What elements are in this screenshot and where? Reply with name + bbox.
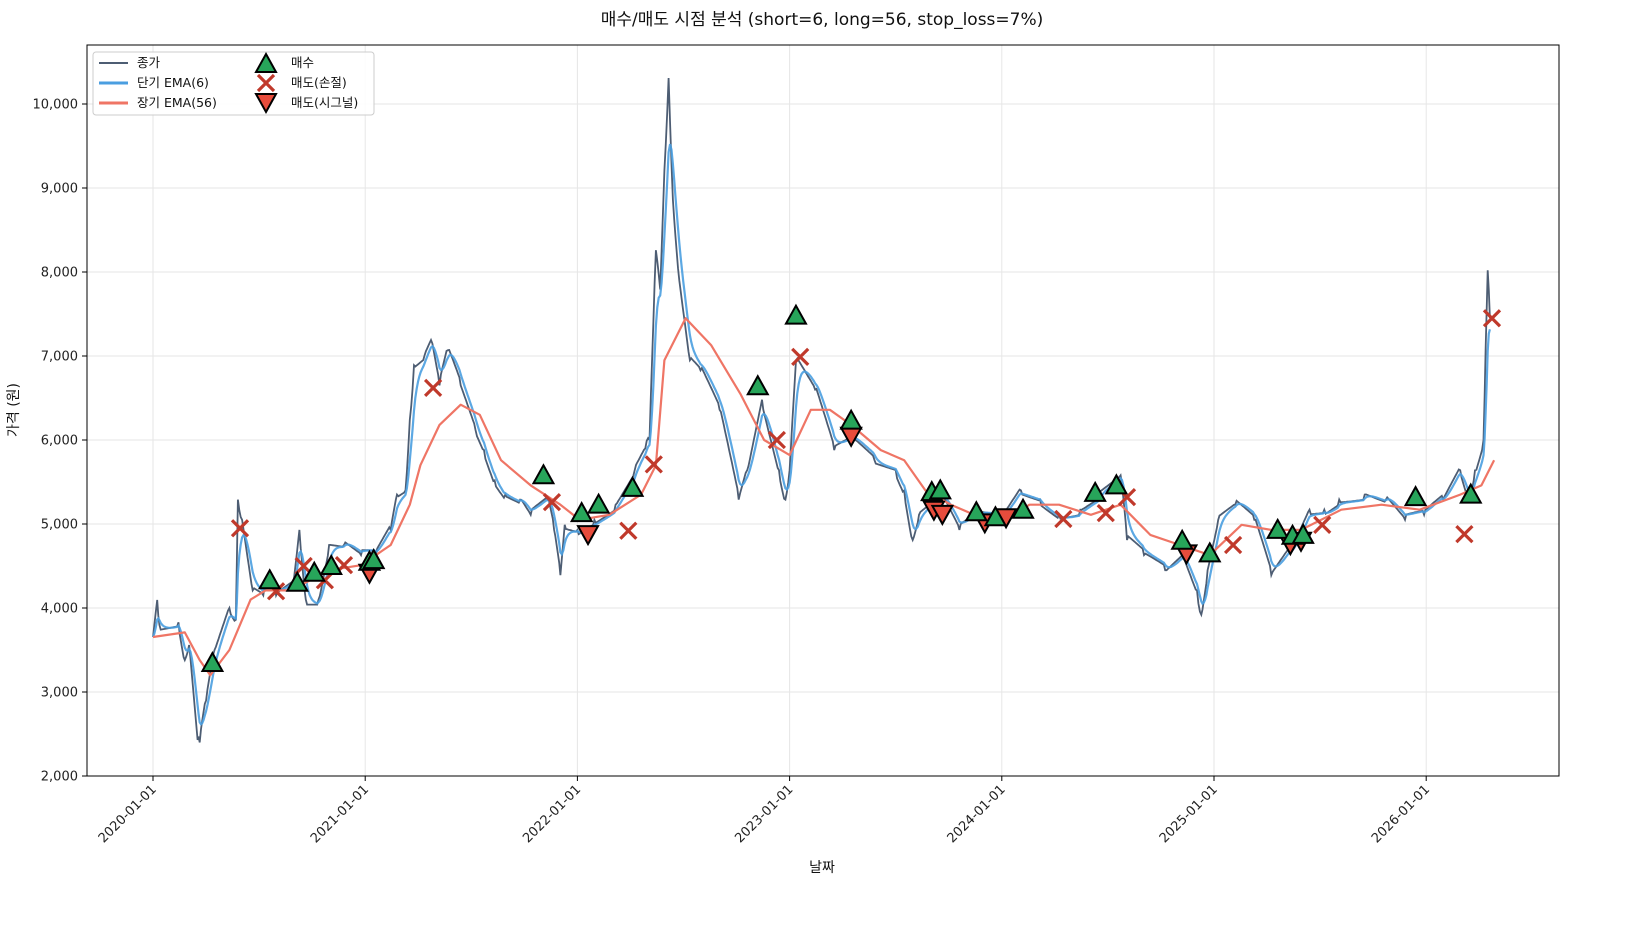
buy-marker [1265, 517, 1290, 539]
buy-marker [746, 374, 770, 396]
sell-stop-marker [767, 430, 786, 450]
y-tick-label: 10,000 [33, 98, 79, 113]
y-tick-label: 8,000 [41, 266, 78, 281]
buy-marker [983, 505, 1008, 527]
short-ema-line [151, 143, 1491, 726]
x-tick-label: 2020-01-01 [96, 782, 160, 846]
x-tick-label: 2023-01-01 [732, 782, 796, 846]
buy-marker [1104, 473, 1129, 495]
sell-stop-marker [230, 519, 250, 538]
x-tick-label: 2022-01-01 [520, 782, 584, 846]
legend-box [92, 51, 375, 116]
buy-marker [1083, 480, 1107, 502]
legend-stop-marker [256, 73, 276, 93]
y-tick-label: 2,000 [41, 770, 78, 785]
buy-marker [964, 500, 989, 522]
sell-stop-marker [1054, 509, 1073, 529]
plot-frame [86, 44, 1560, 777]
long-ema-line [152, 317, 1496, 677]
grid [87, 45, 1559, 777]
sell-stop-marker [1096, 503, 1115, 523]
sell-stop-marker [1313, 515, 1332, 534]
buy-marker [302, 560, 326, 582]
buy-marker [620, 475, 645, 497]
y-tick-label: 7,000 [41, 350, 78, 365]
y-axis-label: 가격 (원) [6, 383, 22, 437]
legend-short: 단기 EMA(6) [137, 75, 209, 90]
y-tick-label: 6,000 [41, 434, 78, 449]
buy-marker [784, 303, 808, 325]
sell-signal-marker [576, 525, 600, 547]
sell-stop-marker [644, 455, 663, 474]
y-tick-label: 9,000 [41, 182, 78, 197]
buy-marker [361, 548, 386, 570]
chart-title: 매수/매도 시점 분석 (short=6, long=56, stop_loss… [601, 10, 1044, 30]
x-tick-label: 2021-01-01 [308, 782, 372, 846]
buy-marker [1459, 482, 1483, 504]
sell-stop-marker [1482, 309, 1502, 328]
sell-stop-marker [1223, 535, 1243, 555]
buy-marker [285, 570, 309, 592]
sell-stop-marker [423, 378, 443, 398]
x-tick-label: 2024-01-01 [945, 782, 1009, 846]
sell-stop-marker [542, 493, 562, 512]
sell-stop-marker [1455, 524, 1474, 544]
x-tick-label: 2026-01-01 [1369, 782, 1433, 846]
legend-signal-marker [254, 93, 278, 115]
y-tick-label: 3,000 [41, 686, 78, 701]
sell-stop-marker [791, 347, 810, 366]
x-tick-label: 2025-01-01 [1157, 782, 1221, 846]
sell-signal-marker [930, 504, 955, 526]
legend-close: 종가 [137, 55, 161, 70]
buy-marker [569, 501, 594, 523]
legend-signal: 매도(시그널) [291, 95, 358, 110]
y-tick-label: 5,000 [41, 518, 78, 533]
sell-stop-marker [619, 521, 638, 540]
buy-marker [200, 650, 225, 673]
buy-marker [1011, 497, 1035, 519]
legend-buy-marker [254, 51, 278, 73]
axes: 2,000 3,000 4,000 5,000 6,000 7,000 8,000 9,000… [33, 98, 1434, 847]
series [151, 77, 1496, 743]
buy-marker [928, 478, 952, 500]
buy-marker [839, 408, 863, 430]
buy-marker [1198, 541, 1222, 563]
buy-marker [319, 553, 343, 575]
y-tick-label: 4,000 [41, 602, 78, 617]
buy-marker [586, 492, 611, 514]
buy-marker [258, 568, 282, 590]
legend-buy: 매수 [291, 55, 314, 70]
x-axis-label: 날짜 [809, 860, 835, 876]
buy-marker [1403, 485, 1428, 507]
legend-stop: 매도(손절) [291, 75, 347, 90]
buy-marker [531, 463, 556, 485]
buy-marker [1291, 522, 1315, 544]
legend-long: 장기 EMA(56) [137, 95, 217, 110]
buy-marker [1170, 528, 1194, 550]
markers [200, 303, 1502, 673]
legend: 종가 단기 EMA(6) 장기 EMA(56) 매수 매도(손절) 매도(시그널… [92, 51, 375, 116]
